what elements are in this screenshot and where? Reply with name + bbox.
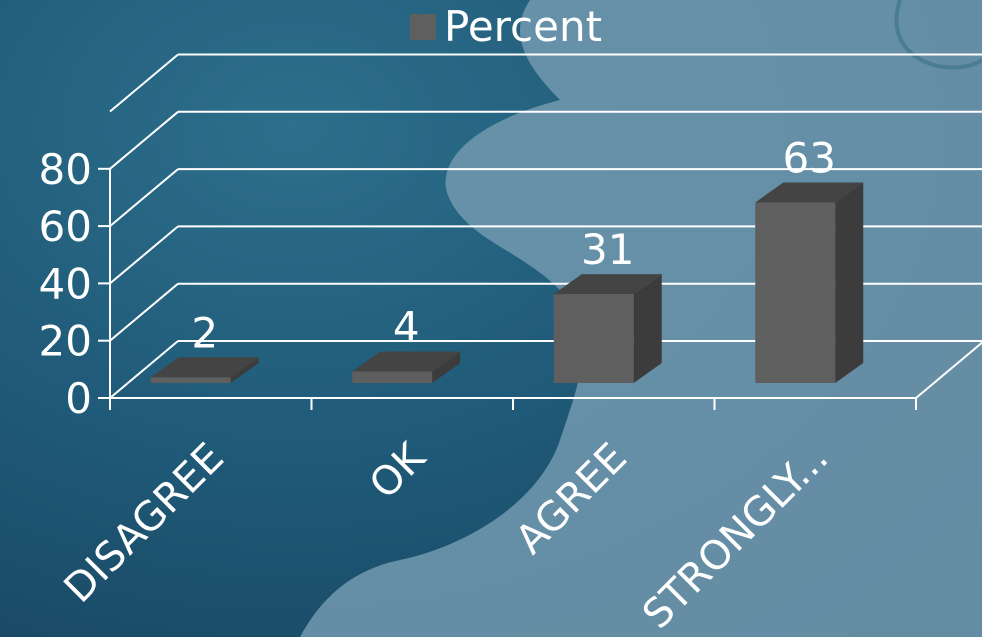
data-label: 2 — [191, 308, 218, 357]
bar — [553, 274, 662, 383]
legend-label: Percent — [444, 2, 603, 51]
gridline-diagonal — [109, 53, 179, 113]
gridline-diagonal — [109, 111, 179, 170]
bar-front — [755, 202, 836, 383]
x-tick-label: STRONGLY... — [634, 435, 837, 637]
labels: 0 20 40 60 80 2 DISAGREE 4 OK 31 AGREE 63 STRONGLY..… — [39, 134, 838, 637]
puzzle-piece-edge — [894, 0, 982, 70]
y-tick-label: 0 — [65, 374, 92, 423]
data-label: 4 — [393, 303, 420, 352]
bar-side — [230, 357, 259, 383]
bar — [150, 357, 259, 383]
gridline-diagonal — [109, 225, 179, 285]
bars — [150, 182, 864, 383]
bar-top — [553, 274, 662, 295]
y-tick-label: 80 — [39, 145, 92, 194]
gridline-diagonal — [109, 168, 179, 227]
bar-top — [150, 357, 259, 378]
y-tick-label: 20 — [39, 317, 92, 366]
data-label: 63 — [783, 134, 836, 183]
bar-top — [352, 351, 461, 372]
bar — [352, 351, 461, 383]
bar-front — [352, 371, 433, 383]
legend-swatch — [410, 14, 436, 40]
floor-right-edge — [915, 341, 982, 399]
bar-front — [150, 377, 231, 383]
bar-side — [835, 182, 864, 383]
x-tick-label: OK — [361, 433, 436, 508]
bar-side — [432, 351, 461, 383]
x-tick-label: AGREE — [507, 435, 636, 564]
bar-front — [553, 294, 634, 383]
y-tick-label: 40 — [39, 259, 92, 308]
bar-side — [633, 274, 662, 383]
gridline-diagonal — [109, 282, 179, 342]
gridline-diagonal — [109, 340, 179, 399]
y-tick-label: 60 — [39, 202, 92, 251]
bar — [755, 182, 864, 383]
chart-legend: Percent — [410, 6, 602, 48]
axes — [98, 167, 982, 410]
bar-top — [755, 182, 864, 203]
data-label: 31 — [581, 225, 634, 274]
x-tick-label: DISAGREE — [56, 435, 233, 612]
